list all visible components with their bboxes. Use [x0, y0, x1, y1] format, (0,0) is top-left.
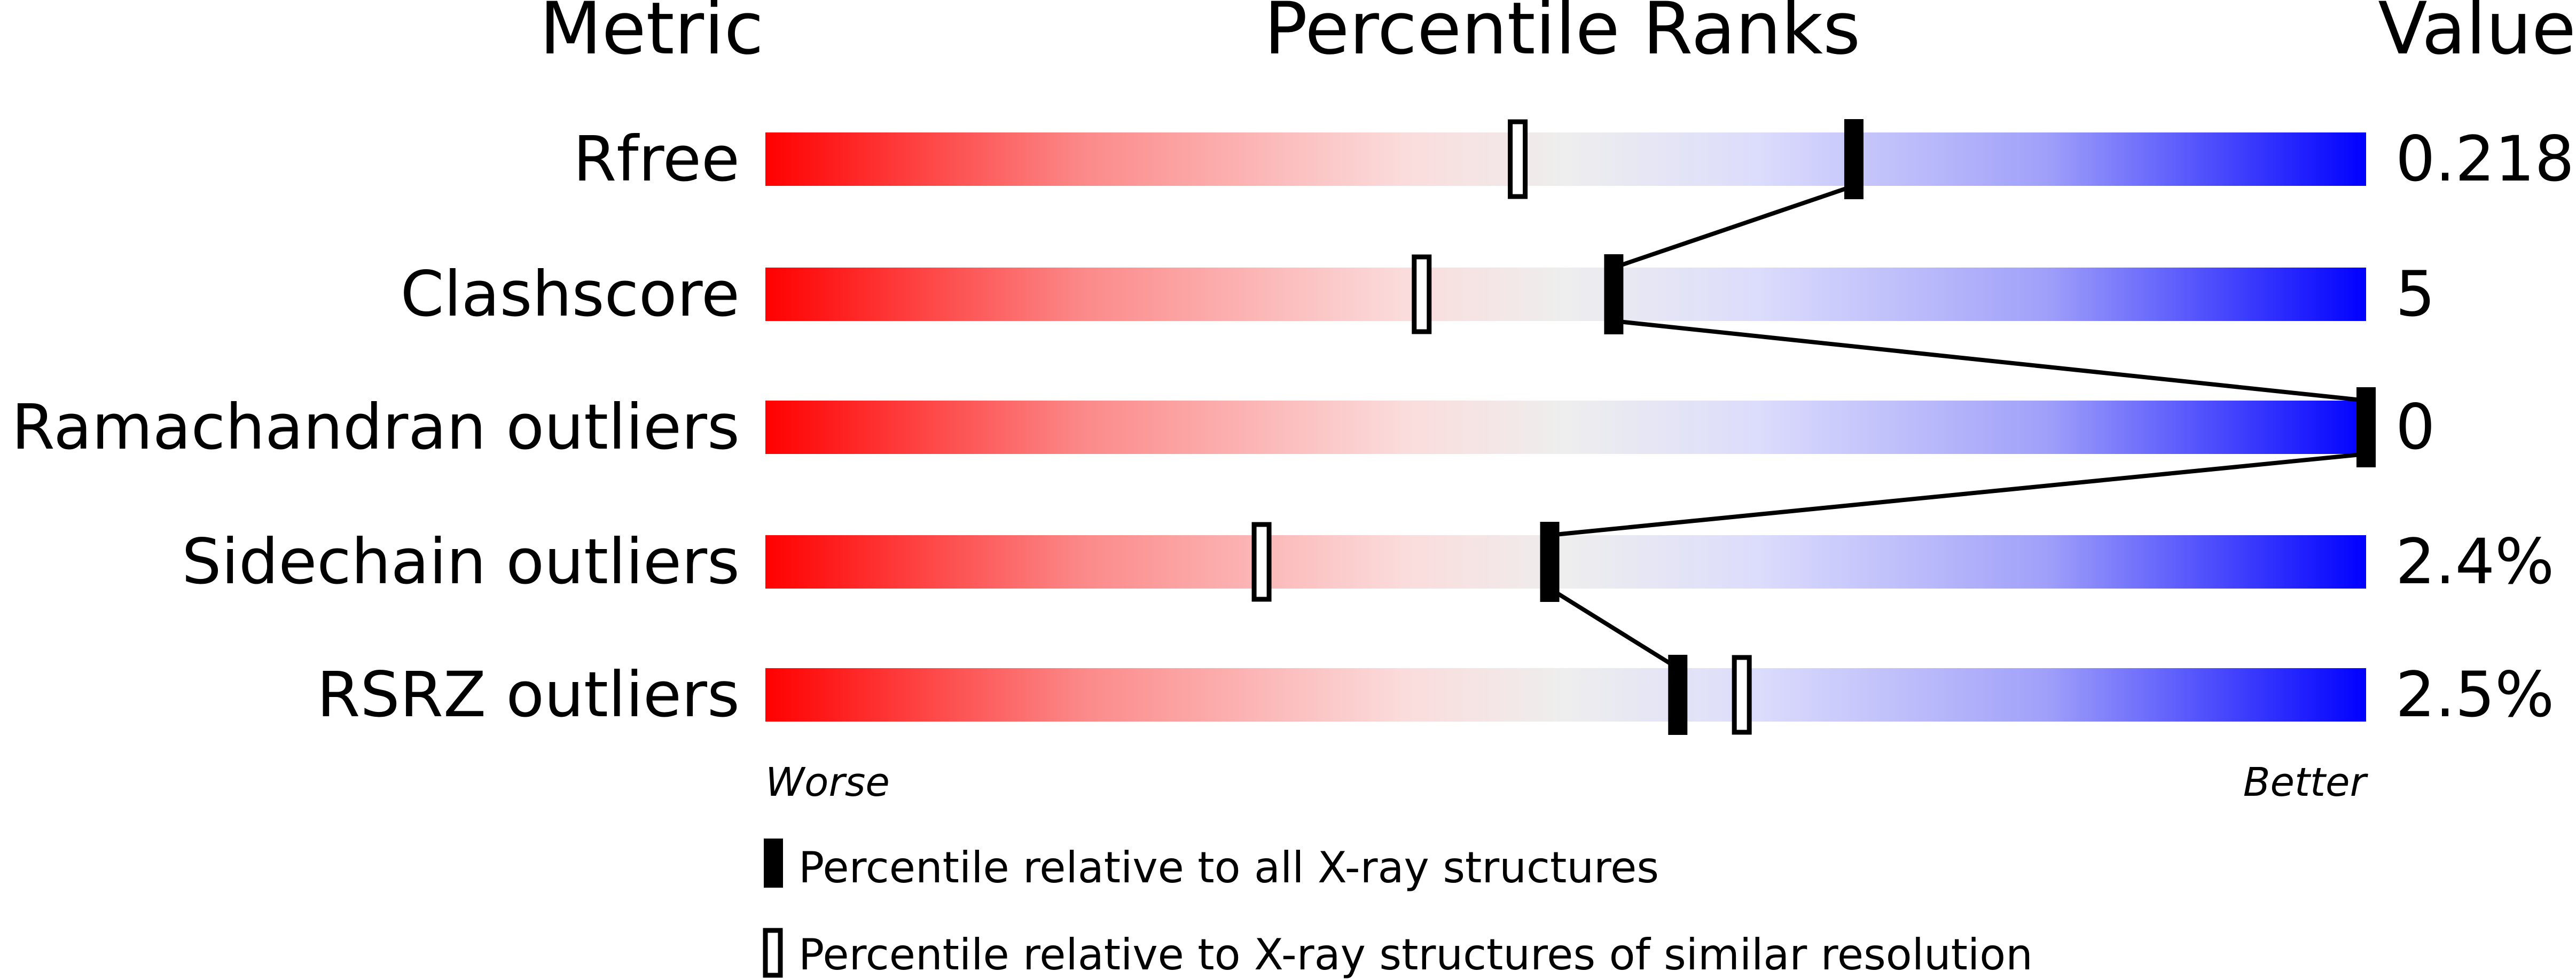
metric-label: Rfree [573, 122, 740, 195]
marker-all-structures [1844, 119, 1864, 199]
marker-all-structures [1668, 655, 1688, 735]
header-metric: Metric [539, 0, 764, 71]
legend-open-marker [763, 928, 783, 978]
percentile-bar [765, 668, 2366, 722]
metric-label: Sidechain outliers [182, 525, 740, 598]
connector-line [1613, 319, 2367, 403]
metric-label: Clashscore [401, 257, 740, 331]
header-value: Value [2378, 0, 2576, 71]
percentile-bar [765, 401, 2366, 454]
metric-label: Ramachandran outliers [12, 390, 740, 464]
marker-all-structures [2356, 387, 2376, 467]
marker-similar-resolution [1508, 119, 1528, 199]
axis-label-worse: Worse [765, 759, 890, 805]
legend: Percentile relative to all X-ray structu… [763, 839, 2033, 979]
marker-similar-resolution [1412, 254, 1432, 334]
connector-line [1548, 586, 1679, 670]
connector-line [1613, 184, 1855, 270]
metric-value: 0.218 [2395, 122, 2574, 195]
legend-filled-marker [764, 839, 783, 888]
marker-similar-resolution [1732, 655, 1752, 735]
legend-label-all: Percentile relative to all X-ray structu… [798, 843, 1659, 892]
metric-value: 5 [2395, 257, 2435, 331]
metric-value: 0 [2395, 390, 2435, 464]
header-percentile-ranks: Percentile Ranks [1264, 0, 1861, 71]
marker-similar-resolution [1251, 522, 1272, 602]
marker-all-structures [1540, 522, 1560, 602]
percentile-bar [765, 132, 2366, 186]
percentile-bar [765, 535, 2366, 589]
marker-all-structures [1604, 254, 1624, 334]
metric-label: RSRZ outliers [317, 658, 740, 731]
connector-line [1549, 452, 2367, 537]
legend-label-similar: Percentile relative to X-ray structures … [798, 930, 2033, 979]
metric-value: 2.4% [2395, 525, 2554, 598]
percentile-bar [765, 268, 2366, 321]
metric-value: 2.5% [2395, 658, 2554, 731]
axis-label-better: Better [2243, 759, 2369, 805]
